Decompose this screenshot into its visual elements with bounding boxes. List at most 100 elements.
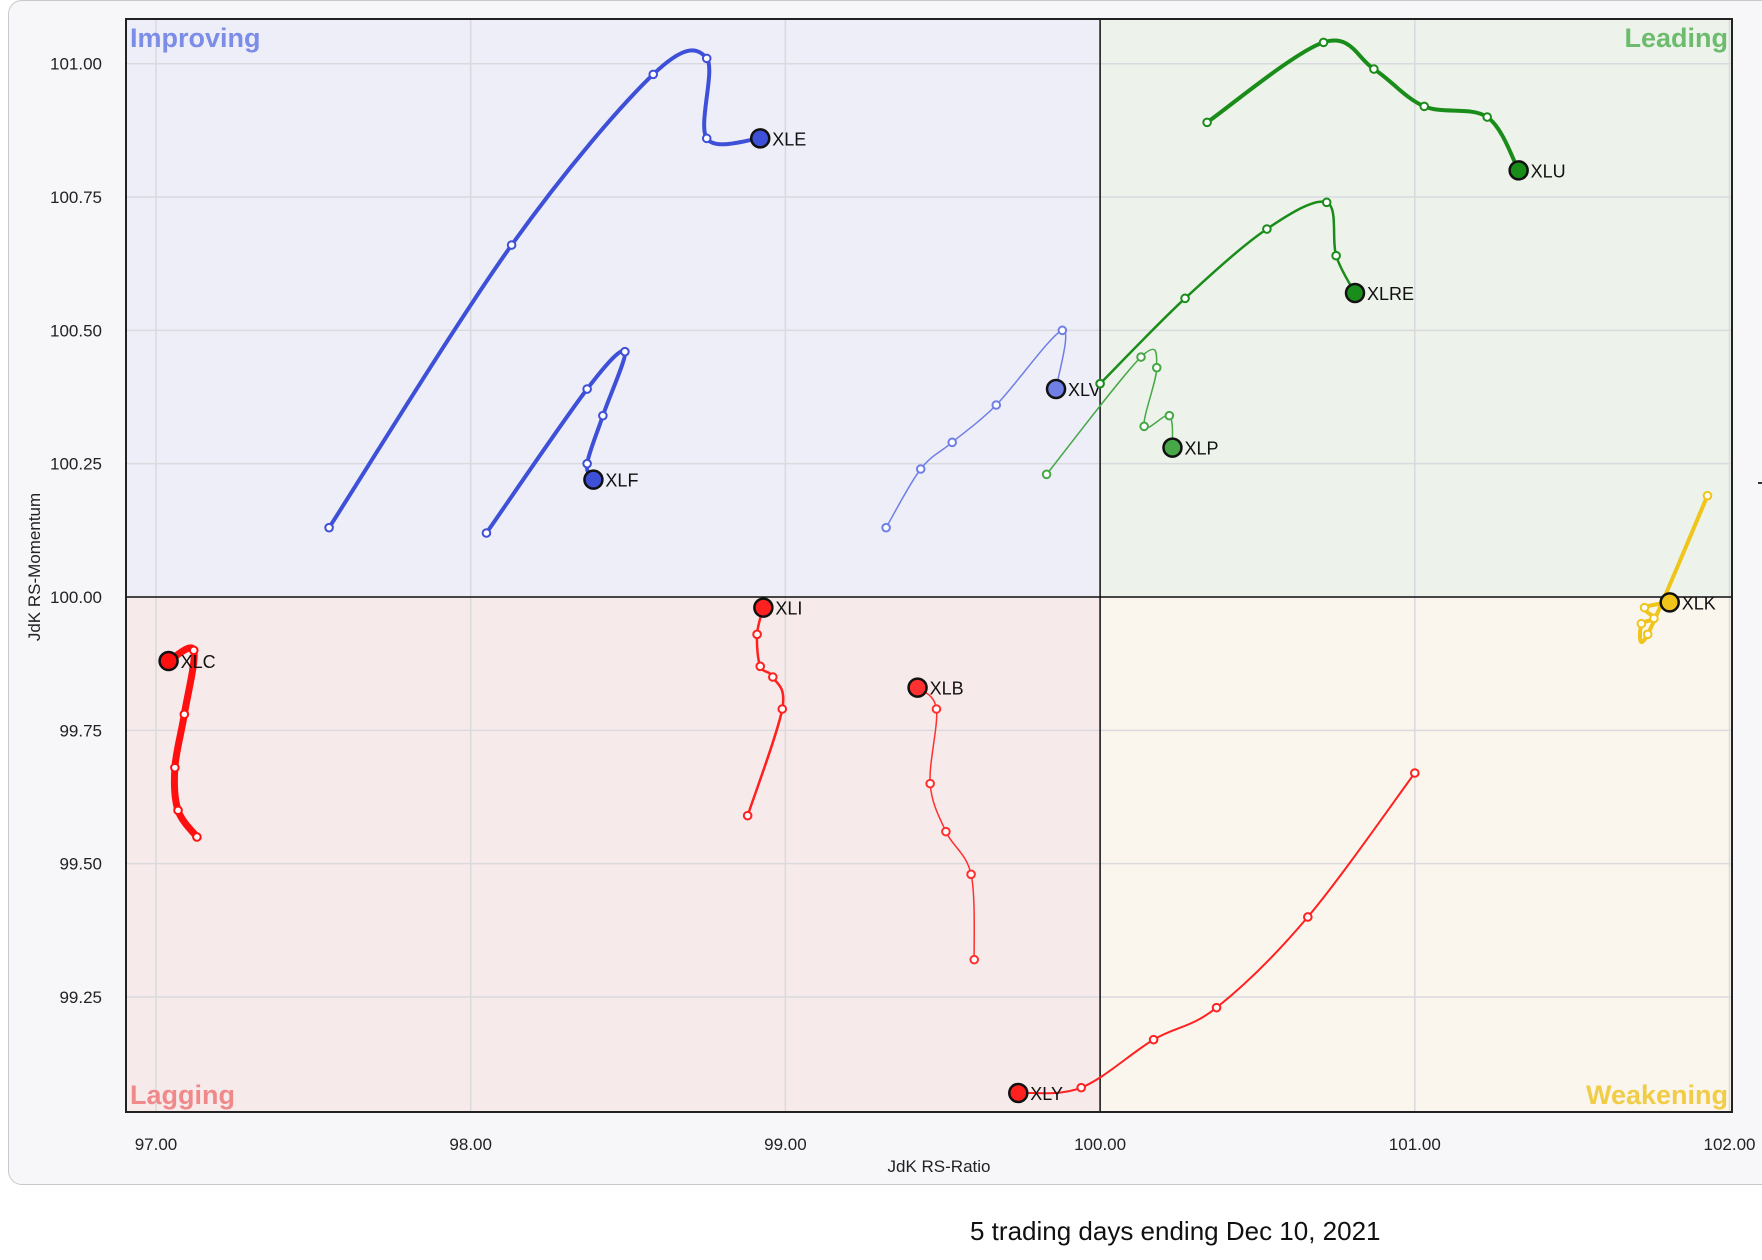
head-marker-xle [749, 128, 771, 149]
tail-point-xlp [1041, 469, 1052, 480]
symbol-label-xli: XLI [775, 599, 802, 619]
head-marker-xlb [907, 677, 928, 698]
tail-point-xli [768, 672, 778, 682]
tail-point-xlc [179, 709, 190, 720]
symbol-label-xlk: XLK [1682, 593, 1716, 613]
series-xlp: XLP [1041, 348, 1219, 480]
tail-point-xlp [1164, 410, 1175, 421]
y-tick-label: 100.00 [50, 588, 102, 607]
y-axis-title: JdK RS-Momentum [25, 493, 44, 641]
series-xlb: XLB [907, 677, 980, 965]
tail-point-xle [701, 133, 712, 144]
tail-point-xlp [1139, 421, 1149, 432]
tail-point-xlk [1642, 629, 1653, 640]
series-xlu: XLU [1202, 37, 1566, 181]
series-xlv: XLV [881, 325, 1101, 533]
tail-point-xle [648, 69, 659, 80]
series-xlre: XLRE [1095, 197, 1414, 389]
quadrant-weakening [1100, 597, 1732, 1112]
quadrant-leading [1100, 19, 1732, 597]
series-xly: XLY [1008, 768, 1420, 1104]
y-tick-label: 99.50 [59, 855, 102, 874]
adjacent-chart-tick [1758, 482, 1762, 484]
y-tick-label: 99.75 [59, 721, 102, 740]
tail-point-xlf [582, 458, 592, 469]
tail-point-xlb [931, 704, 942, 714]
tail-point-xly [1211, 1002, 1222, 1013]
period-caption: 5 trading days ending Dec 10, 2021 [970, 1216, 1381, 1246]
tail-point-xlre [1262, 224, 1272, 234]
series-xlk: XLK [1636, 490, 1716, 645]
head-marker-xlu [1508, 160, 1529, 181]
tail-point-xly [1148, 1034, 1159, 1045]
tail-point-xlb [925, 778, 935, 789]
tail-point-xlre [1331, 250, 1341, 261]
y-tick-label: 99.25 [59, 988, 102, 1007]
plot-border [125, 18, 1733, 1113]
quadrant-label-improving: Improving [130, 23, 261, 53]
y-tick-label: 100.25 [50, 455, 102, 474]
tail-point-xlk [1649, 613, 1659, 624]
tail-point-xlk [1639, 602, 1650, 613]
tail-point-xlu [1482, 112, 1492, 122]
x-tick-label: 98.00 [449, 1135, 492, 1154]
symbol-label-xlp: XLP [1184, 439, 1218, 459]
x-tick-label: 101.00 [1389, 1135, 1441, 1154]
tail-point-xlf [481, 528, 492, 538]
tail-point-xlb [966, 869, 976, 880]
tail-point-xli [752, 629, 762, 640]
tail-point-xlv [881, 522, 891, 533]
tail-point-xlp [1151, 362, 1162, 373]
symbol-label-xlu: XLU [1531, 161, 1566, 181]
tail-point-xli [742, 810, 753, 821]
x-tick-label: 100.00 [1074, 1135, 1126, 1154]
tail-point-xlf [620, 346, 630, 357]
tail-point-xli [755, 661, 766, 672]
tail-point-xlk [1702, 490, 1713, 501]
tail-point-xle [324, 522, 334, 533]
tail-point-xly [1303, 912, 1313, 922]
symbol-label-xlc: XLC [181, 652, 216, 672]
tail-point-xlu [1202, 117, 1212, 128]
tail-point-xlc [192, 832, 202, 842]
tail-point-xlf [582, 384, 592, 394]
tail-point-xlre [1095, 378, 1105, 389]
symbol-label-xlre: XLRE [1367, 284, 1414, 304]
tail-point-xlv [1057, 325, 1068, 336]
head-marker-xlc [158, 650, 179, 672]
symbol-label-xlf: XLF [605, 471, 638, 491]
head-marker-xlk [1659, 592, 1680, 613]
tail-point-xlc [188, 645, 199, 656]
symbol-label-xle: XLE [772, 129, 806, 149]
tail-point-xle [701, 53, 712, 64]
series-xle: XLE [324, 48, 806, 533]
tail-point-xlv [991, 400, 1002, 410]
quadrant-label-weakening: Weakening [1586, 1080, 1728, 1110]
tail-point-xlc [173, 805, 183, 816]
tail-point-xly [1076, 1082, 1087, 1093]
tail-point-xlu [1369, 64, 1379, 74]
tail-point-xlf [598, 410, 608, 421]
head-marker-xlf [583, 469, 604, 490]
symbol-label-xly: XLY [1030, 1084, 1063, 1104]
tail-point-xlp [1136, 352, 1146, 362]
x-axis-title: JdK RS-Ratio [888, 1157, 991, 1176]
head-marker-xly [1008, 1082, 1029, 1104]
tail-point-xly [1410, 768, 1420, 778]
tail-point-xlv [947, 437, 957, 448]
tail-point-xlre [1321, 197, 1332, 208]
y-tick-label: 101.00 [50, 55, 102, 74]
head-marker-xlp [1162, 437, 1183, 458]
tail-point-xlu [1318, 37, 1329, 48]
tail-point-xlb [941, 826, 951, 837]
head-marker-xlv [1045, 378, 1067, 400]
quadrant-label-leading: Leading [1624, 23, 1728, 53]
series-xlf: XLF [481, 346, 638, 538]
tail-point-xlre [1180, 293, 1190, 304]
x-tick-label: 99.00 [764, 1135, 807, 1154]
symbol-label-xlb: XLB [930, 679, 964, 699]
tail-point-xlk [1636, 618, 1647, 629]
series-xli: XLI [742, 597, 802, 821]
tail-point-xli [777, 704, 788, 714]
rrg-chart: Improving Leading Lagging Weakening 97.00 98.… [25, 18, 1756, 1176]
